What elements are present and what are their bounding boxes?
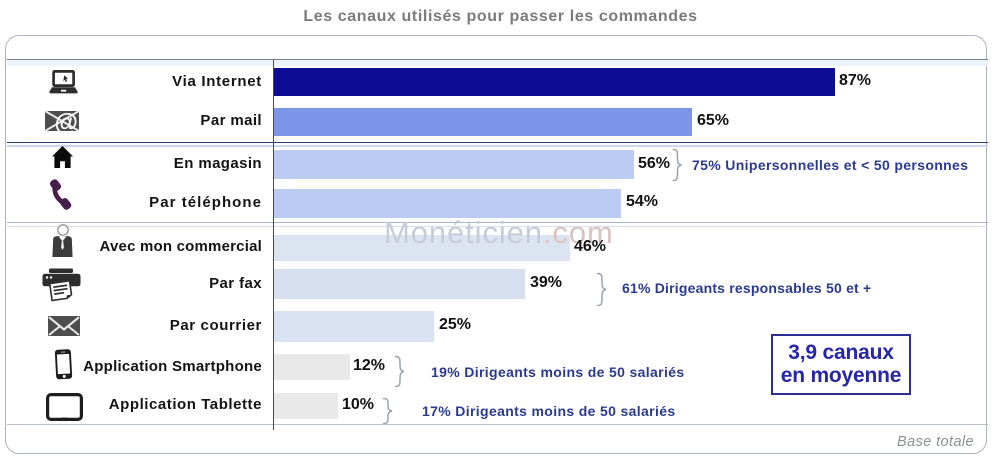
svg-text:@: @: [55, 110, 78, 137]
